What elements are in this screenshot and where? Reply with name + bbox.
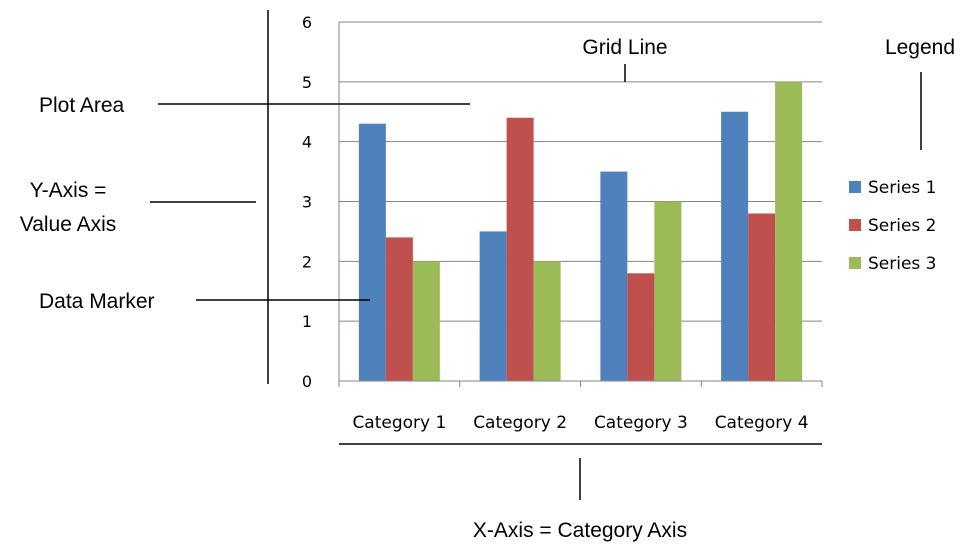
- bar-2-1: [385, 237, 413, 381]
- x-axis-annotation: X-Axis = Category Axis: [473, 519, 687, 542]
- legend-label-series-2: Series 2: [868, 216, 937, 236]
- bar-3-1: [412, 261, 440, 381]
- bars: [358, 81, 803, 381]
- category-label: Category 1: [352, 413, 446, 433]
- category-label: Category 4: [715, 413, 809, 433]
- y-tick-label: 1: [302, 312, 312, 331]
- y-axis-annotation-line-1: Y-Axis =: [30, 179, 107, 202]
- bar-3-3: [654, 201, 682, 381]
- legend-swatch-series-2: [849, 219, 861, 231]
- y-tick-label: 3: [302, 193, 312, 212]
- bar-1-3: [600, 171, 628, 381]
- category-label: Category 2: [473, 413, 567, 433]
- legend: Series 1 Series 2 Series 3: [849, 178, 937, 274]
- bar-1-2: [479, 231, 507, 381]
- legend-label-series-1: Series 1: [868, 178, 937, 198]
- bar-2-3: [627, 273, 655, 381]
- legend-swatch-series-3: [849, 257, 861, 269]
- bar-2-4: [748, 213, 776, 381]
- grid-line-annotation: Grid Line: [582, 36, 667, 59]
- plot-area-annotation: Plot Area: [39, 94, 125, 117]
- y-tick-label: 6: [302, 13, 312, 32]
- y-tick-label: 5: [302, 73, 312, 92]
- x-axis-ticks: [338, 381, 823, 387]
- legend-swatch-series-1: [849, 181, 861, 193]
- category-label: Category 3: [594, 413, 688, 433]
- bar-2-2: [506, 117, 534, 381]
- y-tick-label: 2: [302, 252, 312, 271]
- legend-label-series-3: Series 3: [868, 254, 937, 274]
- legend-annotation: Legend: [885, 36, 955, 59]
- bar-1-4: [721, 111, 749, 381]
- y-tick-label: 0: [302, 372, 312, 391]
- data-marker-annotation: Data Marker: [39, 290, 155, 313]
- category-labels: Category 1 Category 2 Category 3 Category 4: [352, 413, 808, 433]
- bar-3-2: [533, 261, 561, 381]
- y-tick-label: 4: [302, 133, 312, 152]
- annotation-lines: [150, 10, 922, 500]
- y-axis-annotation-line-2: Value Axis: [20, 213, 117, 236]
- bar-3-4: [775, 81, 803, 381]
- bar-1-1: [358, 123, 386, 381]
- y-axis-tick-labels: 0 1 2 3 4 5 6: [302, 13, 312, 391]
